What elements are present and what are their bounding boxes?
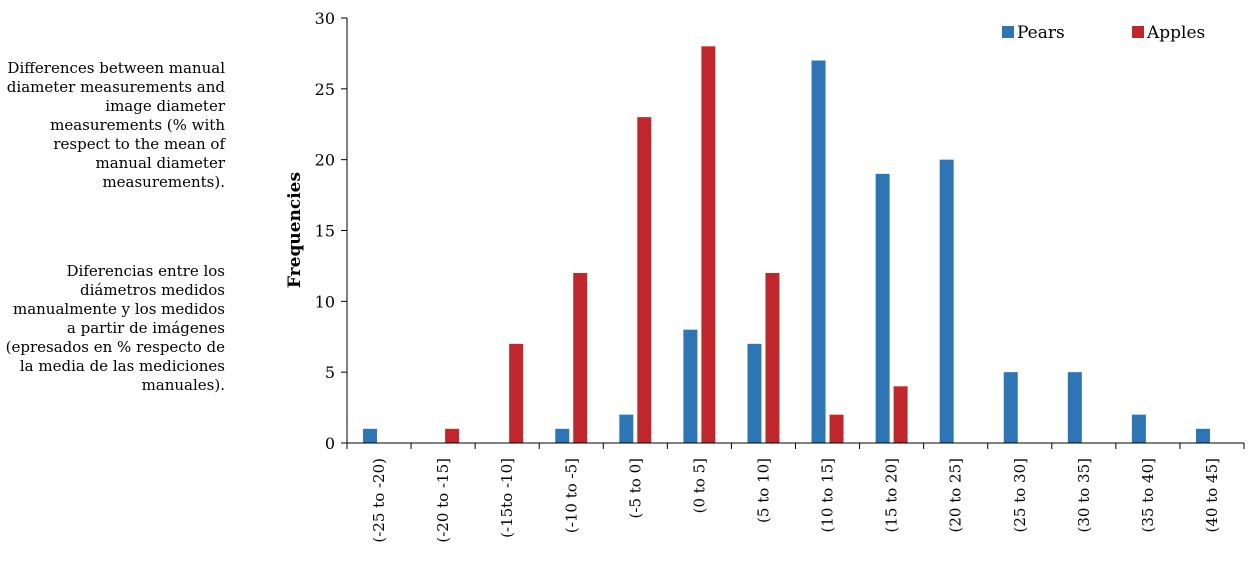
bar-pears (619, 414, 634, 443)
y-tick-label: 30 (315, 9, 335, 28)
x-tick-label: (10 to 15] (819, 458, 837, 532)
bar-apples (829, 414, 844, 443)
legend-swatch-apples (1132, 26, 1144, 38)
y-tick-label: 0 (325, 434, 335, 453)
bars-layer (363, 46, 1210, 444)
y-axis-label: Frequencies (285, 172, 305, 288)
y-tick-label: 20 (315, 151, 335, 170)
bar-pears (1195, 428, 1210, 443)
bar-pears (555, 428, 570, 443)
x-tick-label: (-20 to -15] (434, 458, 452, 543)
bar-apples (701, 46, 716, 443)
y-tick-label: 25 (315, 80, 335, 99)
caption-spanish: Diferencias entre los diámetros medidos … (5, 262, 225, 394)
bar-pears (363, 428, 378, 443)
x-tick-label: (15 to 20] (883, 458, 901, 532)
bar-pears (811, 60, 826, 443)
x-tick-label: (-15to -10] (498, 458, 516, 538)
x-tick-label: (40 to 45] (1203, 458, 1221, 532)
bar-apples (637, 117, 652, 444)
bar-pears (939, 159, 954, 443)
y-tick-label: 15 (315, 222, 335, 241)
legend: Pears Apples (1002, 23, 1205, 43)
x-tick-label: (-10 to -5] (562, 458, 580, 533)
y-tick-label: 5 (325, 363, 335, 382)
bar-pears (1003, 372, 1018, 443)
bar-pears (747, 343, 762, 443)
legend-label-pears: Pears (1017, 23, 1065, 43)
y-tick-label: 10 (315, 292, 335, 311)
x-tick-label: (25 to 30] (1011, 458, 1029, 532)
x-tick-label: (0 to 5] (690, 458, 708, 513)
bar-apples (445, 428, 460, 443)
x-tick-label: (35 to 40] (1139, 458, 1157, 532)
bar-apples (573, 273, 588, 443)
bar-pears (875, 173, 890, 444)
x-tick-label: (20 to 25] (947, 458, 965, 532)
x-ticks: (-25 to -20) (-20 to -15] (-15to -10] (-10 … (346, 443, 1245, 543)
caption-english: Differences between manual diameter meas… (6, 59, 225, 191)
x-tick-label: (-25 to -20) (370, 458, 388, 543)
bar-pears (1067, 372, 1082, 443)
bar-pears (1131, 414, 1146, 443)
x-tick-label: (-5 to 0] (626, 458, 644, 518)
bar-pears (683, 329, 698, 443)
bar-apples (765, 273, 780, 443)
bar-apples (893, 386, 908, 443)
x-tick-label: (5 to 10] (754, 458, 772, 523)
legend-label-apples: Apples (1146, 23, 1205, 43)
y-ticks: 0 5 10 15 20 25 30 (315, 9, 347, 453)
x-tick-label: (30 to 35] (1075, 458, 1093, 532)
bar-apples (509, 343, 524, 443)
legend-swatch-pears (1002, 26, 1014, 38)
